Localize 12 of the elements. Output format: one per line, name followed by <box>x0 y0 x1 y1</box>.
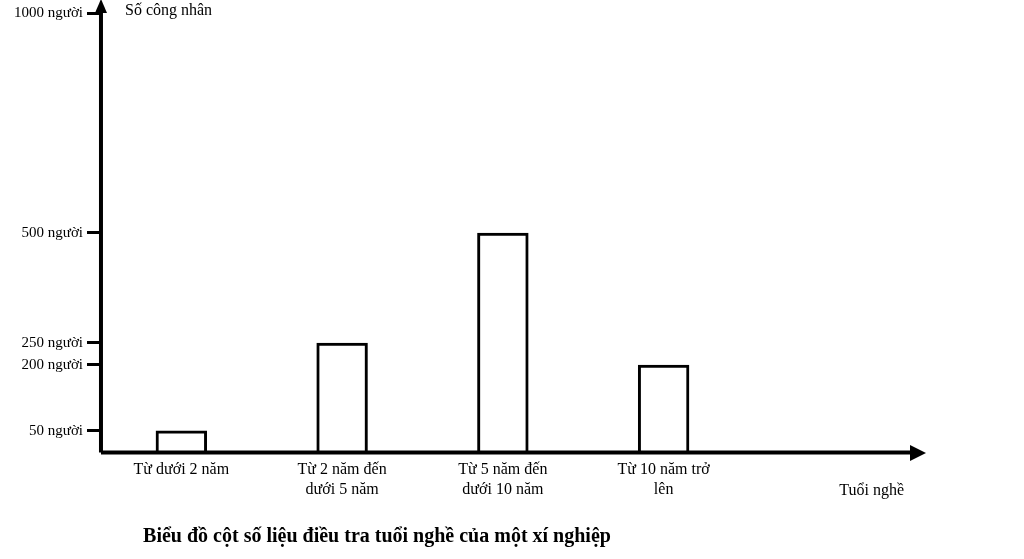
x-tick-label: Từ 2 năm đến dưới 5 năm <box>297 460 387 497</box>
x-tick-label: Từ 5 năm đến dưới 10 năm <box>458 460 548 497</box>
x-tick-label: Từ 10 năm trở lên <box>617 460 711 497</box>
y-tick-label: 250 người <box>21 333 83 350</box>
y-tick-label: 50 người <box>29 421 83 438</box>
x-tick-label: Từ dưới 2 năm <box>133 460 230 478</box>
text: Biểu đồ cột số liệu điều tra tuổi nghề của một xí nghiệp <box>143 524 611 548</box>
y-tick-label: 1000 người <box>14 3 83 20</box>
y-tick-label: 500 người <box>21 223 83 240</box>
y-axis-title: Số công nhân <box>124 1 213 20</box>
y-tick-label: 200 người <box>21 355 83 372</box>
text: Tuổi nghề <box>839 480 904 499</box>
